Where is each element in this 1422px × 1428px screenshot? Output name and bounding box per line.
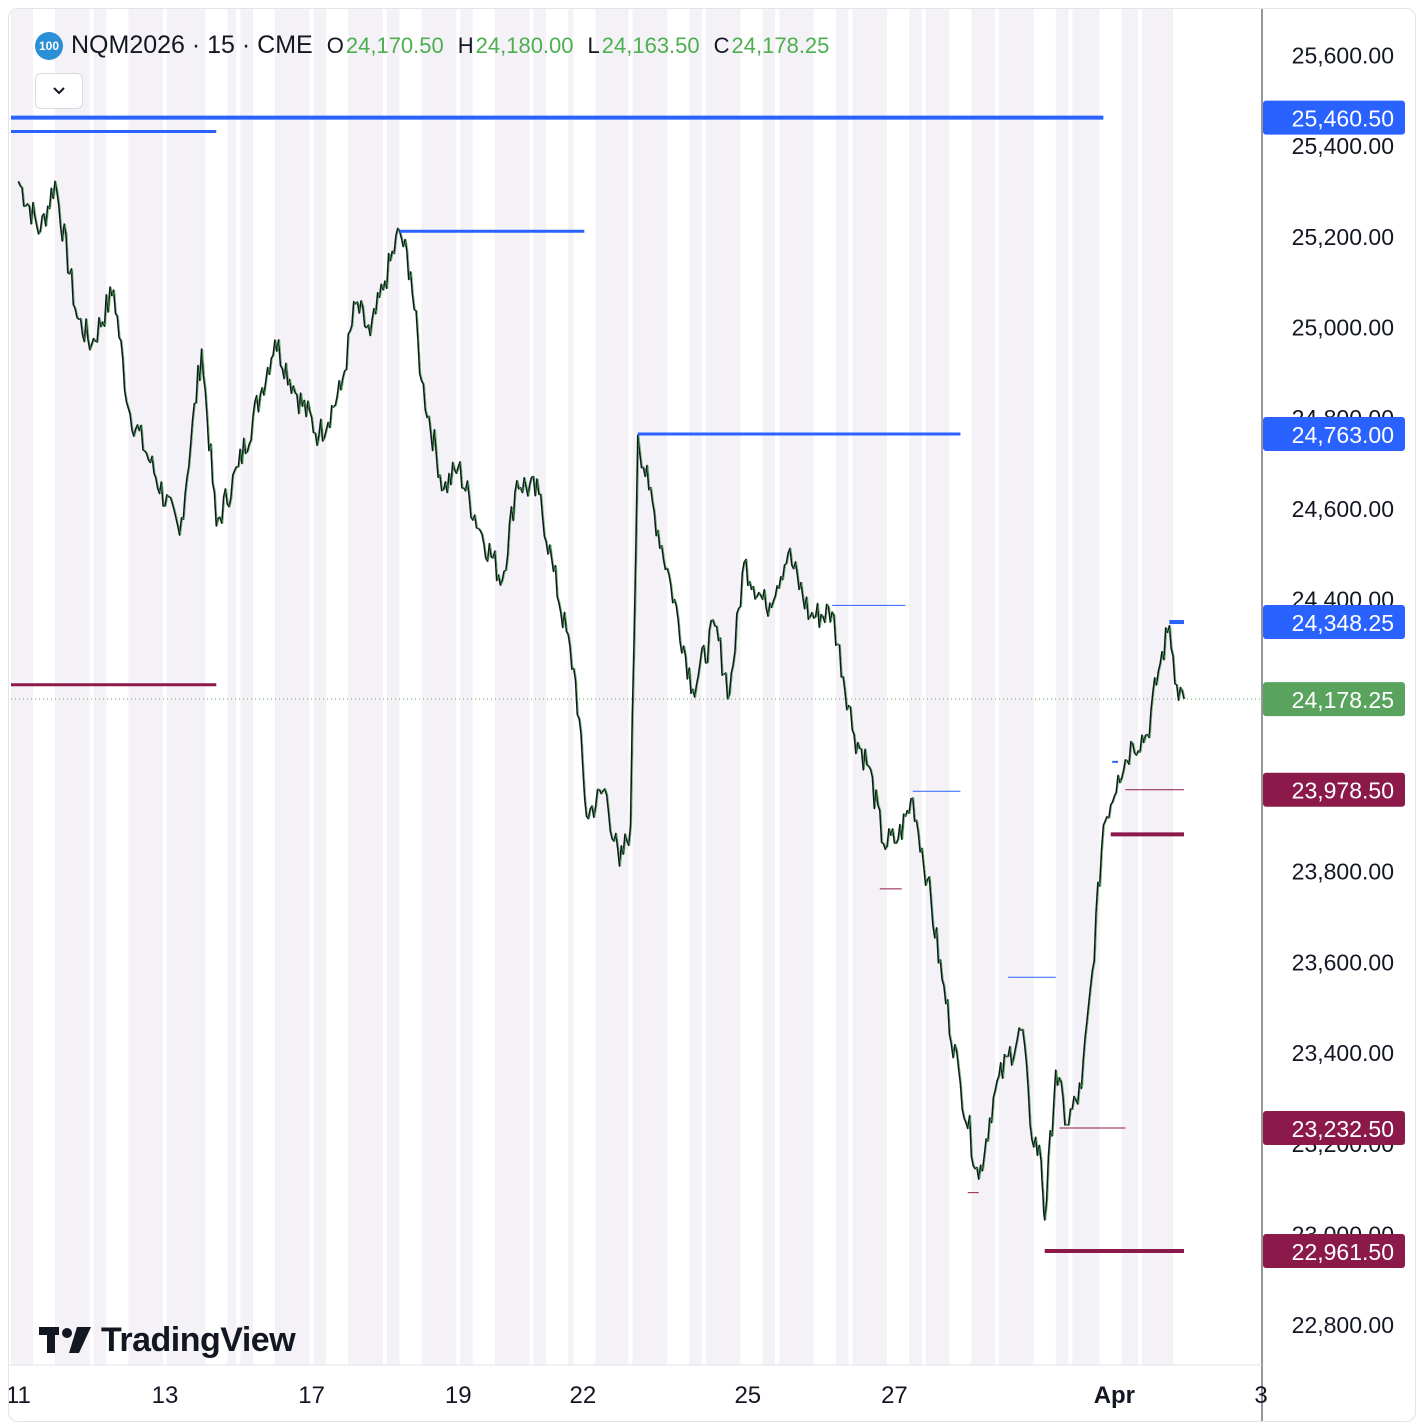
session-break-9	[382, 9, 387, 1365]
session-break-24	[887, 9, 910, 1365]
x-tick-label-5: 25	[734, 1382, 761, 1409]
session-break-23	[848, 9, 853, 1365]
close-key: C	[713, 32, 730, 58]
session-break-11	[456, 9, 461, 1365]
session-break-20	[740, 9, 763, 1365]
chart-frame: 22,800.0023,000.0023,200.0023,400.0023,6…	[8, 8, 1416, 1422]
tradingview-wordmark: TradingView	[101, 1321, 296, 1359]
session-break-12	[472, 9, 495, 1365]
x-tick-label-3: 19	[445, 1382, 472, 1409]
tradingview-logo-icon	[39, 1326, 91, 1353]
session-break-31	[1138, 9, 1143, 1365]
last-price-tag-bg	[1263, 682, 1405, 717]
high-value: 24,180.00	[475, 32, 574, 58]
tradingview-logo[interactable]: TradingView	[39, 1321, 296, 1360]
x-tick-label-0: 11	[9, 1382, 31, 1409]
open-value: 24,170.50	[345, 32, 444, 58]
x-tick-label-6: 27	[881, 1382, 908, 1409]
price-tag-3-bg	[1263, 416, 1405, 451]
y-tick-label-11: 25,000.00	[1292, 314, 1394, 340]
y-tick-label-4: 23,600.00	[1292, 949, 1394, 975]
session-break-5	[236, 9, 241, 1365]
y-tick-label-3: 23,400.00	[1292, 1040, 1394, 1066]
session-break-27	[995, 9, 1000, 1365]
x-tick-label-8: 3	[1254, 1382, 1267, 1409]
session-break-3	[162, 9, 167, 1365]
session-break-14	[546, 9, 569, 1365]
price-tag-0-bg	[1263, 100, 1405, 135]
session-break-2	[106, 9, 129, 1365]
price-tag-4-bg	[1263, 605, 1405, 640]
collapse-legend-button[interactable]	[35, 73, 83, 109]
session-break-30	[1099, 9, 1122, 1365]
session-break-13	[529, 9, 534, 1365]
symbol-legend: 100 NQM2026 · 15 · CME O 24,170.50 H 24,18…	[35, 31, 829, 60]
x-tick-label-2: 17	[298, 1382, 325, 1409]
high-key: H	[457, 32, 474, 58]
y-tick-label-14: 25,600.00	[1292, 42, 1394, 68]
symbol-title[interactable]: NQM2026 · 15 · CME	[71, 31, 313, 59]
price-tag-13-text: 23,232.50	[1292, 1116, 1394, 1142]
session-break-21	[775, 9, 780, 1365]
session-break-25	[921, 9, 926, 1365]
y-tick-label-12: 25,200.00	[1292, 224, 1394, 250]
session-break-22	[813, 9, 836, 1365]
session-break-29	[1068, 9, 1073, 1365]
close-value: 24,178.25	[731, 32, 830, 58]
x-tick-label-7: Apr	[1094, 1382, 1135, 1409]
session-break-8	[326, 9, 349, 1365]
price-series-up-overlay	[19, 181, 1186, 1220]
price-chart[interactable]: 22,800.0023,000.0023,200.0023,400.0023,6…	[9, 9, 1415, 1421]
y-tick-label-9: 24,600.00	[1292, 496, 1394, 522]
price-series-line	[17, 180, 1185, 1221]
open-key: O	[326, 32, 344, 58]
price-tag-13-bg	[1263, 1111, 1405, 1146]
price-tag-4-text: 24,348.25	[1292, 610, 1394, 636]
index-badge: 100	[35, 31, 63, 60]
session-break-1	[89, 9, 94, 1365]
session-break-18	[667, 9, 690, 1365]
low-value: 24,163.50	[601, 32, 700, 58]
session-break-16	[573, 9, 596, 1365]
session-break-19	[701, 9, 706, 1365]
chevron-down-icon	[53, 87, 65, 95]
price-tag-0-text: 25,460.50	[1292, 106, 1394, 132]
session-break-4	[205, 9, 228, 1365]
y-tick-label-0: 22,800.00	[1292, 1312, 1394, 1338]
session-background	[11, 9, 1192, 1365]
price-tag-15-bg	[1263, 1233, 1405, 1268]
x-tick-label-1: 13	[152, 1382, 179, 1409]
session-break-26	[949, 9, 972, 1365]
x-tick-label-4: 22	[569, 1382, 596, 1409]
session-break-28	[1033, 9, 1056, 1365]
session-break-33	[1189, 9, 1194, 1365]
session-break-17	[628, 9, 633, 1365]
price-tag-3-text: 24,763.00	[1292, 422, 1394, 448]
price-tag-15-text: 22,961.50	[1292, 1239, 1394, 1265]
session-break-10	[399, 9, 422, 1365]
session-break-6	[252, 9, 275, 1365]
session-break-7	[309, 9, 314, 1365]
last-price-tag-text: 24,178.25	[1292, 687, 1394, 713]
price-tag-9-text: 23,978.50	[1292, 778, 1394, 804]
price-tag-9-bg	[1263, 772, 1405, 807]
session-break-0	[32, 9, 55, 1365]
low-key: L	[587, 32, 600, 58]
y-tick-label-13: 25,400.00	[1292, 133, 1394, 159]
y-tick-label-5: 23,800.00	[1292, 859, 1394, 885]
